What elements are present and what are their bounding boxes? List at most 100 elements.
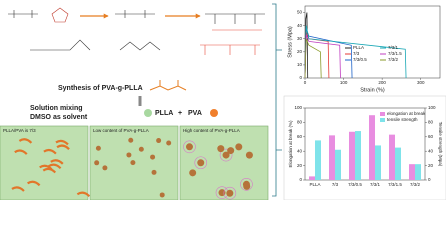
pva-phase bbox=[14, 149, 28, 155]
graft-icon bbox=[149, 80, 187, 91]
pva-particle bbox=[128, 137, 134, 143]
pva-particle bbox=[130, 160, 136, 166]
tick-label: 60 bbox=[297, 134, 303, 139]
legend-swatch bbox=[380, 118, 385, 122]
bar bbox=[329, 135, 335, 180]
pva-particle bbox=[94, 160, 100, 166]
bar bbox=[415, 164, 421, 180]
bar bbox=[349, 131, 355, 180]
pva-particle bbox=[151, 169, 157, 175]
tick-label: 0 bbox=[304, 80, 307, 85]
bar bbox=[369, 115, 375, 180]
tick-label: 100 bbox=[340, 80, 348, 85]
tick-label: 30 bbox=[297, 36, 303, 41]
plla-shell bbox=[223, 186, 237, 200]
pva-phase bbox=[56, 144, 70, 150]
pva-particle bbox=[95, 145, 101, 151]
x-tick-label: 7/3/1 bbox=[370, 182, 381, 187]
tick-label: 10 bbox=[297, 62, 303, 67]
bar bbox=[309, 176, 315, 180]
x-tick-label: PLLA bbox=[309, 182, 320, 187]
tick-label: 40 bbox=[297, 23, 303, 28]
pva-dot bbox=[210, 109, 218, 117]
plla-label: PLLA bbox=[155, 110, 173, 117]
pva-phase bbox=[27, 180, 41, 187]
tick-label: 60 bbox=[428, 134, 434, 139]
pva-phase bbox=[76, 191, 91, 198]
x-tick-label: 7/3 bbox=[332, 182, 339, 187]
morphology-panels: PLLA/PVA is 7/3 Low content of PVA-g-PLLA… bbox=[0, 125, 269, 200]
pva-phase bbox=[11, 186, 25, 192]
panel bbox=[179, 125, 269, 200]
plla-dot bbox=[144, 109, 152, 117]
pva-phase bbox=[42, 167, 57, 174]
legend-label: 7/3/0.5 bbox=[353, 57, 367, 62]
bar bbox=[395, 147, 401, 180]
tick-label: 20 bbox=[297, 49, 303, 54]
tick-label: 40 bbox=[297, 148, 303, 153]
panel-label: PLLA/PVA is 7/3 bbox=[3, 128, 36, 133]
bar bbox=[315, 140, 321, 180]
legend-label: 7/3/2 bbox=[388, 57, 399, 62]
pva-particle bbox=[126, 152, 132, 158]
pva-particle bbox=[235, 143, 243, 151]
reaction-scheme bbox=[8, 7, 265, 55]
panel-label: High content of PVA-g-PLLA bbox=[183, 128, 240, 133]
tick-label: 200 bbox=[378, 80, 386, 85]
legend-label: 7/3/1.5 bbox=[388, 51, 402, 56]
legend-label: 7/3 bbox=[353, 51, 360, 56]
bar bbox=[409, 164, 415, 180]
legend-label: 7/3/1 bbox=[388, 45, 399, 50]
pva-phase bbox=[18, 138, 33, 144]
bar bbox=[355, 131, 361, 180]
plla-shell bbox=[240, 177, 253, 191]
legend-label: elongation at break bbox=[387, 111, 426, 116]
legend-label: tensile strength bbox=[387, 117, 418, 122]
tick-label: 0 bbox=[299, 177, 302, 182]
plot-frame bbox=[304, 107, 426, 181]
pva-particle bbox=[245, 151, 253, 159]
pva-phase bbox=[47, 163, 62, 170]
mixing-label: Solution mixing bbox=[30, 105, 83, 112]
tick-label: 0 bbox=[428, 177, 431, 182]
pva-particle bbox=[138, 146, 144, 152]
bar bbox=[335, 149, 341, 180]
pva-particle bbox=[189, 169, 197, 177]
bar bbox=[389, 134, 395, 180]
tick-label: 20 bbox=[297, 163, 303, 168]
tick-label: 80 bbox=[428, 120, 434, 125]
tick-label: 100 bbox=[428, 105, 436, 110]
x-axis-label: Strain (%) bbox=[360, 87, 385, 93]
y-axis-label: Stress (Mpa) bbox=[287, 26, 293, 58]
pva-particle bbox=[242, 180, 250, 188]
plla-shell bbox=[219, 148, 233, 162]
pva-phase bbox=[50, 159, 64, 165]
legend-swatch bbox=[380, 112, 385, 116]
x-tick-label: 7/3/1.5 bbox=[388, 182, 402, 187]
legend-label: PLLA bbox=[353, 45, 364, 50]
synthesis-title: Synthesis of PVA-g-PLLA bbox=[58, 85, 143, 92]
pva-particle bbox=[102, 165, 108, 171]
x-tick-label: 7/3/2 bbox=[410, 182, 421, 187]
pva-particle bbox=[185, 143, 193, 151]
panel-label: Low content of PVA-g-PLLA bbox=[93, 128, 149, 133]
bracket bbox=[272, 3, 282, 197]
pva-particle bbox=[197, 159, 205, 167]
pva-particle bbox=[226, 189, 234, 197]
tick-label: 100 bbox=[294, 105, 302, 110]
graphical-abstract: Synthesis of PVA-g-PLLA Solution mixing … bbox=[0, 3, 446, 200]
pva-particle bbox=[166, 140, 172, 146]
pva-label: PVA bbox=[188, 110, 202, 117]
tick-label: 20 bbox=[428, 163, 434, 168]
pva-particle bbox=[217, 145, 225, 153]
tick-label: 50 bbox=[297, 10, 303, 15]
pva-phase bbox=[39, 164, 53, 171]
pva-particle bbox=[150, 154, 156, 160]
stress-curve bbox=[304, 38, 322, 79]
pva-particle bbox=[156, 138, 162, 144]
pva-particle bbox=[222, 151, 230, 159]
plla-shell bbox=[183, 140, 196, 154]
pva-phase bbox=[43, 148, 57, 155]
pva-phase bbox=[55, 139, 69, 146]
plus: + bbox=[178, 110, 182, 117]
